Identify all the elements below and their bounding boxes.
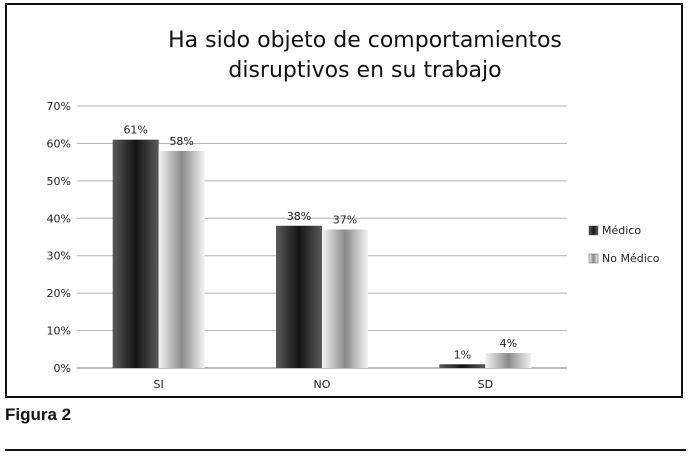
data-label: 61% bbox=[123, 124, 147, 137]
figure-caption: Figura 2 bbox=[5, 405, 72, 424]
bottom-rule bbox=[5, 449, 686, 451]
chart-title-line-2: disruptivos en su trabajo bbox=[228, 58, 501, 83]
y-tick-label: 30% bbox=[47, 250, 71, 263]
data-labels: 61% 58% 38% 37% 1% 4% bbox=[123, 124, 517, 362]
bar-si-series-1 bbox=[158, 150, 205, 368]
bar-no-series-1 bbox=[322, 229, 368, 368]
x-tick-label-no: NO bbox=[314, 378, 331, 391]
data-label: 58% bbox=[169, 135, 193, 148]
data-label: 38% bbox=[287, 210, 311, 223]
bar-no-series-0 bbox=[276, 225, 322, 368]
bar-sd-series-0 bbox=[439, 364, 486, 368]
data-label: 1% bbox=[454, 348, 471, 361]
x-tick-label-sd: SD bbox=[478, 378, 493, 391]
bars bbox=[112, 139, 532, 368]
legend-label-1: No Médico bbox=[602, 252, 660, 265]
y-tick-label: 20% bbox=[47, 287, 71, 300]
bar-sd-series-1 bbox=[485, 353, 532, 368]
data-label: 4% bbox=[500, 337, 517, 350]
y-tick-label: 40% bbox=[47, 212, 71, 225]
legend-label-0: Médico bbox=[602, 224, 641, 237]
y-tick-label: 60% bbox=[47, 137, 71, 150]
legend-swatch-0 bbox=[588, 225, 599, 236]
chart-svg: Ha sido objeto de comportamientos disrup… bbox=[47, 28, 660, 391]
chart-title-line-1: Ha sido objeto de comportamientos bbox=[168, 28, 562, 53]
bar-si-series-0 bbox=[112, 139, 159, 368]
legend-swatch-1 bbox=[588, 253, 599, 264]
y-axis-ticks: 0% 10% 20% 30% 40% 50% 60% 70% bbox=[47, 100, 71, 375]
data-label: 37% bbox=[333, 214, 357, 227]
y-tick-label: 0% bbox=[54, 362, 71, 375]
y-tick-label: 10% bbox=[47, 325, 71, 338]
y-tick-label: 50% bbox=[47, 175, 71, 188]
legend: Médico No Médico bbox=[588, 224, 660, 265]
x-tick-label-si: SI bbox=[154, 378, 164, 391]
y-tick-label: 70% bbox=[47, 100, 71, 113]
x-axis-ticks: SI NO SD bbox=[154, 378, 494, 391]
chart-frame: Ha sido objeto de comportamientos disrup… bbox=[5, 3, 683, 398]
